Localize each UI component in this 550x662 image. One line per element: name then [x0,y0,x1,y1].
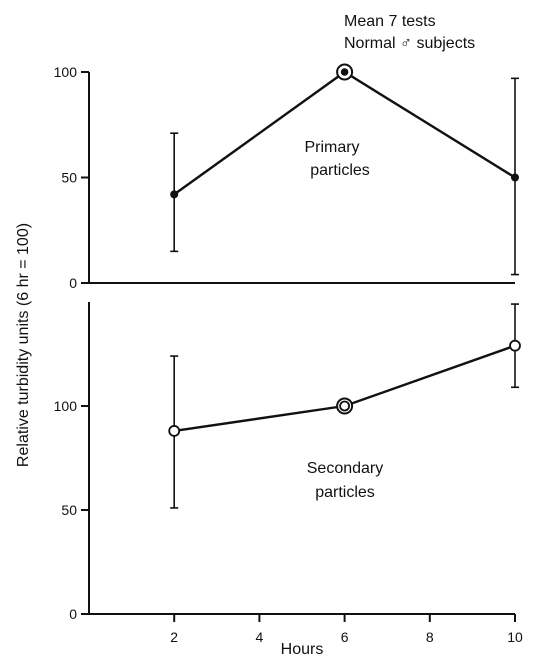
bottom-point [509,339,521,352]
top-panel-label-line-2: particles [310,162,370,179]
chart-marks: 0 50 100 0 50 100 2 4 6 8 10 [54,63,523,645]
bottom-x-tick-label: 2 [170,629,178,645]
bottom-point [339,400,351,412]
top-panel-label-line-1: Primary [304,139,359,156]
bottom-panel: Secondary particles [88,302,515,615]
top-point [511,173,519,182]
bottom-x-tick-label: 6 [341,629,349,645]
bottom-series-line [174,344,516,433]
bottom-y-tick-label: 0 [69,606,77,622]
bottom-y-tick-label: 100 [54,398,78,414]
bottom-panel-label-line-2: particles [315,484,375,501]
legend-note-line-2: Normal ♂ subjects [344,35,475,52]
x-axis-title: Hours [281,641,324,658]
top-point [340,68,349,76]
bottom-x-tick-label: 8 [426,629,434,645]
bottom-x-tick-label: 4 [256,629,264,645]
bottom-y-tick-label: 50 [61,502,77,518]
bottom-x-tick-label: 10 [507,629,523,645]
top-panel: Primary particles [88,72,515,284]
top-point [170,190,179,199]
top-y-tick-label: 50 [61,170,77,186]
bottom-panel-label-line-1: Secondary [307,460,384,477]
bottom-point [168,425,181,437]
y-axis-title: Relative turbidity units (6 hr = 100) [15,223,32,467]
top-y-tick-label: 0 [69,275,77,291]
legend-note-line-1: Mean 7 tests [344,13,436,30]
top-y-tick-label: 100 [54,64,78,80]
